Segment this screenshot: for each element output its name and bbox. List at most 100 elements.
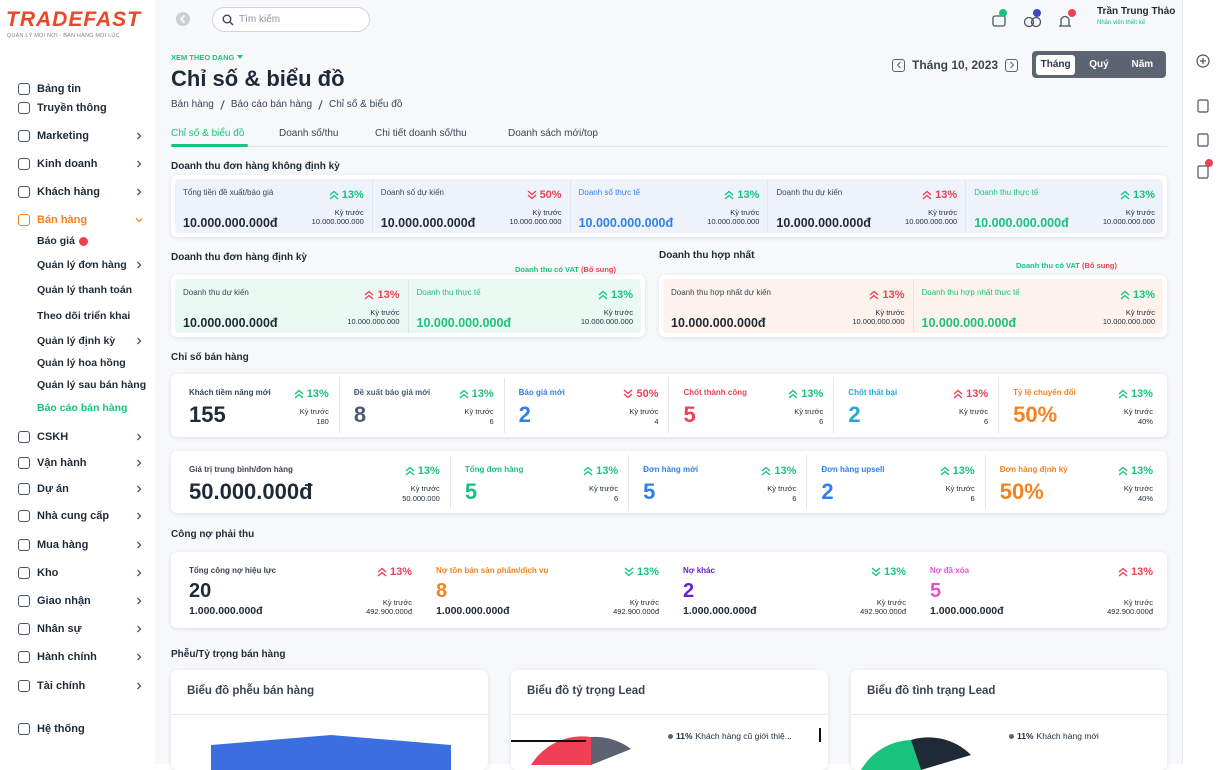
change-value: 13% [389, 566, 412, 578]
submenu-item[interactable]: Báo cáo bán hàng [37, 400, 143, 416]
badge [78, 236, 88, 246]
chevron-path [137, 653, 142, 661]
period-option[interactable]: Tháng [1036, 54, 1076, 75]
page-title: Chỉ số & biểu đồ [171, 66, 345, 91]
menu-icon [18, 214, 30, 226]
menu-item[interactable]: Tài chính [18, 677, 143, 695]
previous-label: Kỳ trước [875, 308, 905, 317]
chart-title: Biểu đồ tỷ trọng Lead [527, 685, 646, 697]
trend-arrow [788, 389, 798, 399]
menu-item[interactable]: Khách hàng [18, 183, 143, 201]
metric-label: Doanh thu thực tế [416, 288, 481, 297]
change-value: 13% [1132, 189, 1155, 201]
previous-label: Kỳ trước [532, 208, 562, 217]
previous-label: Kỳ trước [959, 407, 989, 416]
trend-arrow [405, 466, 415, 476]
collapse-icon[interactable] [175, 11, 191, 27]
period-option[interactable]: Năm [1131, 59, 1154, 70]
trend-arrow [1120, 290, 1130, 300]
menu-item[interactable]: Truyền thông [18, 99, 143, 117]
logo[interactable]: TRADEFAST [6, 8, 141, 31]
metric-label: Giá trị trung bình/đơn hàng [189, 465, 293, 474]
prev-period[interactable] [892, 58, 905, 72]
chevron [137, 541, 142, 549]
metric-row: Doanh thu dự kiến 13% Kỳ trước 10.000.000.0… [175, 279, 641, 333]
menu-item[interactable]: Dự án [18, 480, 143, 498]
metric-change: 13% [1120, 289, 1155, 301]
metric-value: 5 [643, 479, 656, 504]
menu-item[interactable]: Kinh doanh [18, 155, 143, 173]
metric-value: 20 [189, 580, 212, 602]
trend-arrow-path [1118, 567, 1128, 577]
submenu-item[interactable]: Quản lý đơn hàng [37, 257, 143, 273]
metric-value: 10.000.000.000đ [578, 216, 674, 230]
menu-label: Giao nhận [37, 595, 91, 607]
metric-change: 13% [1120, 189, 1155, 201]
next-period[interactable] [1005, 58, 1019, 72]
submenu-item[interactable]: Theo dõi triển khai [37, 308, 143, 324]
chevron-path [137, 337, 142, 345]
metric-label: Nợ tồn bán sản phẩm/dịch vụ [436, 566, 549, 575]
submenu-label: Quản lý sau bán hàng [37, 379, 147, 391]
submenu-item[interactable]: Quản lý hoa hồng [37, 355, 143, 371]
legend-share: 11% [676, 731, 693, 741]
period-option[interactable]: Quý [1089, 59, 1109, 70]
menu-item[interactable]: Bán hàng [18, 211, 143, 229]
metric-change: 13% [724, 189, 759, 201]
tab[interactable]: Chỉ số & biểu đồ [171, 128, 245, 139]
menu-item[interactable]: Hành chính [18, 648, 143, 666]
change-value: 13% [417, 465, 440, 477]
trend-arrow-path [329, 190, 339, 200]
submenu-item[interactable]: Quản lý định kỳ [37, 333, 143, 349]
submenu-item[interactable]: Quản lý sau bán hàng [37, 377, 147, 393]
legend-item[interactable]: 11% Khách hàng mới [1009, 731, 1099, 741]
menu-item[interactable]: Giao nhận [18, 592, 143, 610]
menu-item[interactable]: Mua hàng [18, 536, 143, 554]
menu-label: Truyền thông [37, 102, 107, 114]
user-name[interactable]: Trần Trung Thảo [1097, 6, 1176, 17]
breadcrumb-item[interactable]: Báo cáo bán hàng [230, 99, 313, 110]
submenu-item[interactable]: Báo giá [37, 233, 143, 249]
metric-change: 50% [623, 388, 658, 400]
menu-item[interactable]: Nhà cung cấp [18, 507, 143, 525]
breadcrumb-item[interactable]: Bán hàng [171, 99, 214, 110]
metric-change: 13% [583, 465, 618, 477]
breadcrumb-item[interactable]: Chỉ số & biểu đồ [329, 99, 403, 110]
trend-arrow-path [527, 190, 537, 200]
trend-arrow-path [623, 389, 633, 399]
trend-arrow [623, 389, 633, 399]
chevron [137, 625, 142, 633]
view-switch[interactable]: XEM THEO DẠNG [171, 53, 245, 62]
metric-card: Doanh thu dự kiến 13% Kỳ trước 10.000.000.0… [175, 279, 408, 333]
menu-item[interactable]: Hệ thống [18, 720, 143, 738]
donut-shape [511, 728, 821, 765]
metric-value: 10.000.000.000đ [416, 316, 512, 330]
previous-label: Kỳ trước [299, 407, 329, 416]
chevron-path [137, 132, 142, 140]
change-value: 13% [737, 189, 760, 201]
trend-arrow [1118, 389, 1128, 399]
metric-amount: 1.000.000.000đ [683, 605, 757, 617]
submenu-item[interactable]: Quản lý thanh toán [37, 282, 143, 298]
tab[interactable]: Doanh sách mới/top [508, 128, 598, 139]
metric-card: Đơn hàng mới 13% Kỳ trước 6 5 [628, 455, 806, 509]
menu-item[interactable]: Kho [18, 564, 143, 582]
metric-change: 13% [871, 566, 906, 578]
menu-item[interactable]: Vận hành [18, 454, 143, 472]
legend-item[interactable]: 11% Khách hàng cũ giới thiệ... [668, 731, 792, 741]
trend-arrow-path [871, 567, 881, 577]
menu-item[interactable]: Bảng tin [18, 80, 143, 98]
top-icons[interactable] [991, 8, 1111, 32]
search-box[interactable]: Tìm kiếm [212, 7, 370, 32]
rail-icons[interactable] [1183, 0, 1221, 200]
tab[interactable]: Chi tiết doanh số/thu [375, 128, 467, 139]
metric-change: 13% [598, 289, 633, 301]
previous-value: 10.000.000.000 [707, 217, 760, 226]
menu-item[interactable]: CSKH [18, 428, 143, 446]
menu-item[interactable]: Nhân sự [18, 620, 143, 638]
tab[interactable]: Doanh số/thu [279, 128, 339, 139]
menu-icon [18, 130, 30, 142]
chevron [137, 337, 142, 345]
menu-item[interactable]: Marketing [18, 127, 143, 145]
trend-arrow-path [365, 290, 374, 300]
